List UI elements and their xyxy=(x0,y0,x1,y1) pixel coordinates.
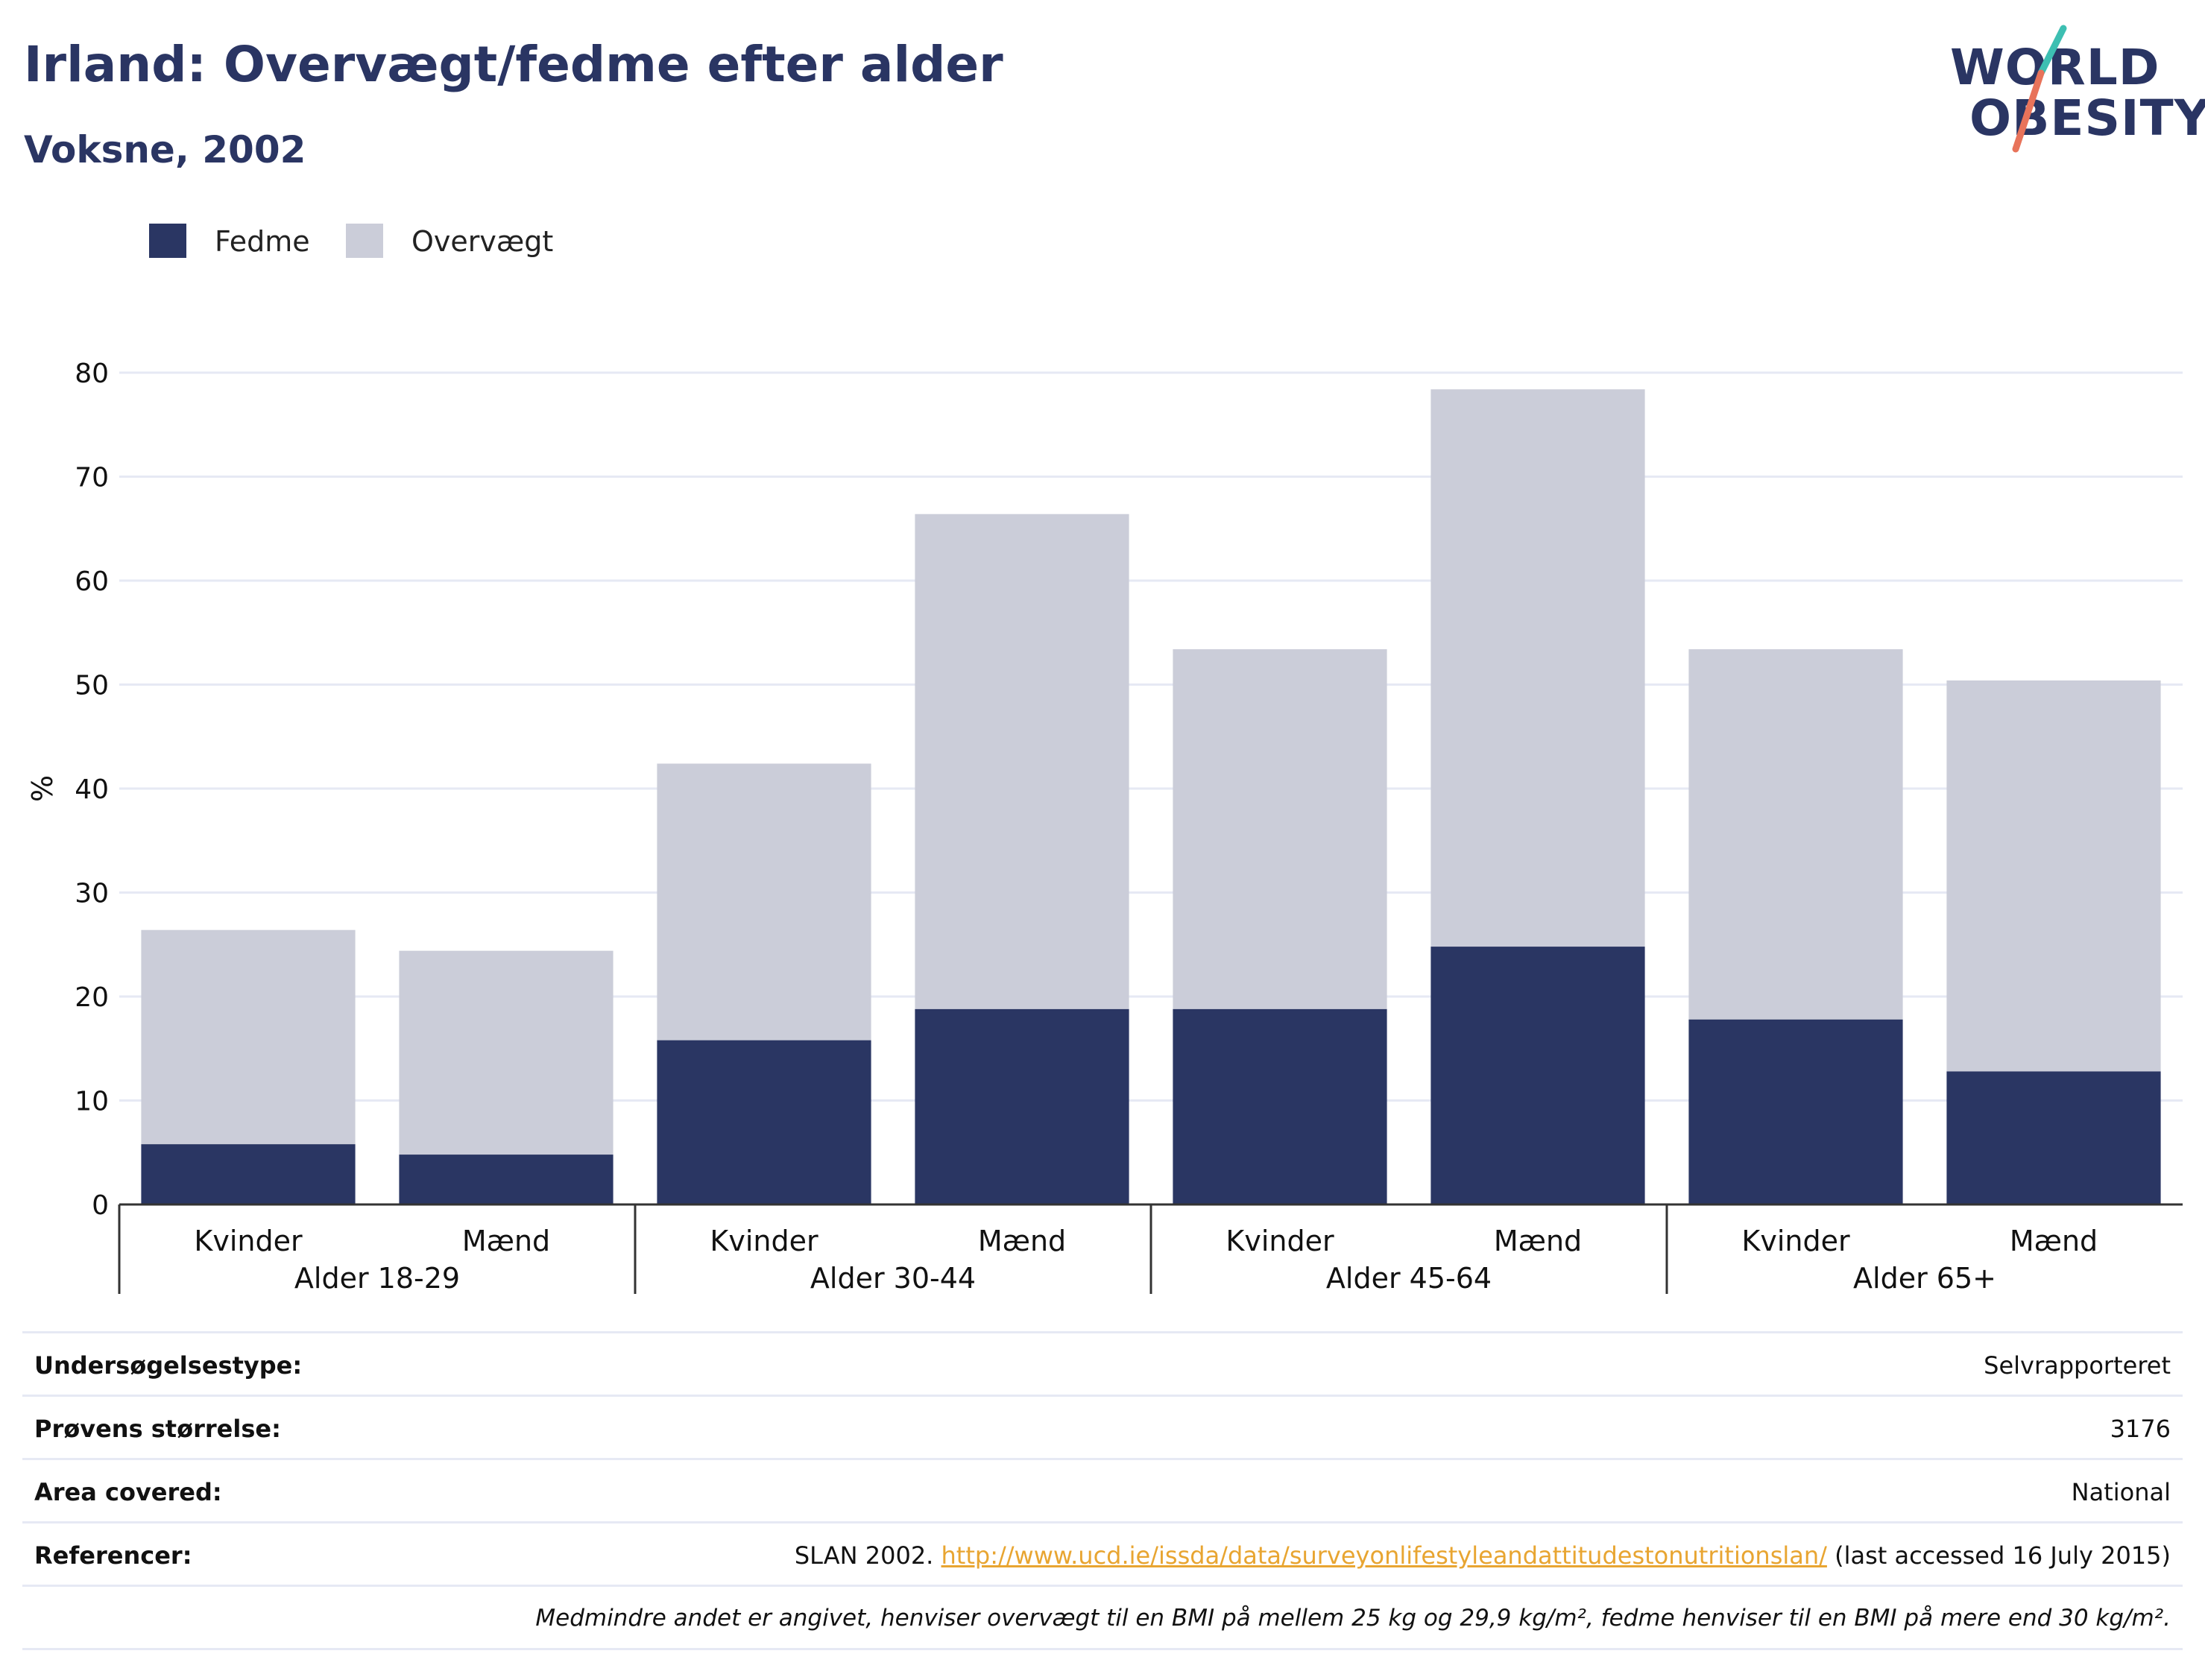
chart-title: Irland: Overvægt/fedme efter alder xyxy=(24,36,1003,93)
x-group-label: Alder 45-64 xyxy=(1326,1262,1492,1295)
x-tick-label: Kvinder xyxy=(1741,1225,1850,1257)
y-tick-label: 70 xyxy=(75,463,109,493)
meta-value: Selvrapporteret xyxy=(1984,1351,2171,1380)
x-tick-label: Mænd xyxy=(2010,1225,2098,1257)
reference-value: SLAN 2002. http://www.ucd.ie/issda/data/… xyxy=(795,1541,2171,1570)
y-tick-label: 50 xyxy=(75,671,109,701)
meta-row-references: Referencer: SLAN 2002. http://www.ucd.ie… xyxy=(22,1521,2183,1585)
x-group-label: Alder 30-44 xyxy=(810,1262,976,1295)
logo-line-2: OBESITY xyxy=(1969,89,2205,147)
y-axis-title: % xyxy=(26,775,59,802)
bar-overvaegt xyxy=(1173,649,1387,1009)
meta-row-note: Medmindre andet er angivet, henviser ove… xyxy=(22,1585,2183,1650)
reference-prefix: SLAN 2002. xyxy=(794,1541,934,1570)
legend-swatch-overvaegt xyxy=(346,224,383,258)
meta-label: Prøvens størrelse: xyxy=(34,1415,281,1443)
bar-overvaegt xyxy=(915,514,1129,1009)
bar-overvaegt xyxy=(657,763,871,1040)
bar-fedme xyxy=(657,1040,871,1204)
stacked-bar-chart: 0 10 20 30 40 50 60 70 80% Kvinder Mænd Kvinder Mænd… xyxy=(26,359,2183,1295)
metadata-table: Undersøgelsestype: Selvrapporteret Prøve… xyxy=(22,1331,2183,1650)
y-tick-label: 40 xyxy=(75,774,109,805)
chart-subtitle: Voksne, 2002 xyxy=(24,128,306,171)
meta-label: Undersøgelsestype: xyxy=(34,1351,303,1380)
world-obesity-logo: WORLD OBESITY xyxy=(1938,22,2205,157)
bar-overvaegt xyxy=(1430,389,1645,947)
y-tick-label: 30 xyxy=(75,879,109,909)
bar-fedme xyxy=(1946,1071,2161,1204)
x-tick-label: Mænd xyxy=(1494,1225,1582,1257)
meta-row-area-covered: Area covered: National xyxy=(22,1458,2183,1521)
bar-fedme xyxy=(1688,1019,1903,1204)
logo-slash-icon xyxy=(2012,25,2067,153)
bar-fedme xyxy=(915,1008,1129,1204)
y-tick-label: 10 xyxy=(75,1087,109,1117)
bar-overvaegt xyxy=(1946,680,2161,1072)
legend-label-fedme: Fedme xyxy=(215,225,310,258)
x-tick-label: Mænd xyxy=(978,1225,1066,1257)
y-tick-label: 20 xyxy=(75,982,109,1013)
meta-label: Referencer: xyxy=(34,1541,192,1570)
meta-value: 3176 xyxy=(2110,1415,2171,1443)
bar-fedme xyxy=(1173,1008,1387,1204)
meta-row-sample-size: Prøvens størrelse: 3176 xyxy=(22,1395,2183,1458)
meta-row-survey-type: Undersøgelsestype: Selvrapporteret xyxy=(22,1331,2183,1395)
x-group-label: Alder 18-29 xyxy=(294,1262,460,1295)
x-tick-label: Kvinder xyxy=(194,1225,303,1257)
y-tick-label: 0 xyxy=(92,1190,109,1221)
bar-fedme xyxy=(1430,947,1645,1204)
reference-link[interactable]: http://www.ucd.ie/issda/data/surveyonlif… xyxy=(941,1541,1827,1570)
bar-fedme xyxy=(399,1155,613,1204)
x-tick-label: Mænd xyxy=(462,1225,550,1257)
x-tick-label: Kvinder xyxy=(710,1225,818,1257)
y-tick-label: 80 xyxy=(75,359,109,389)
x-tick-label: Kvinder xyxy=(1225,1225,1334,1257)
y-tick-label: 60 xyxy=(75,566,109,597)
bar-overvaegt xyxy=(1688,649,1903,1020)
x-group-label: Alder 65+ xyxy=(1853,1262,1996,1295)
legend-label-overvaegt: Overvægt xyxy=(411,225,554,258)
bar-fedme xyxy=(141,1144,356,1204)
definition-note: Medmindre andet er angivet, henviser ove… xyxy=(535,1605,2171,1632)
bar-overvaegt xyxy=(399,950,613,1155)
reference-suffix: (last accessed 16 July 2015) xyxy=(1835,1541,2171,1570)
legend-swatch-fedme xyxy=(149,224,186,258)
bar-overvaegt xyxy=(141,929,356,1145)
meta-label: Area covered: xyxy=(34,1478,222,1506)
meta-value: National xyxy=(2071,1478,2171,1506)
